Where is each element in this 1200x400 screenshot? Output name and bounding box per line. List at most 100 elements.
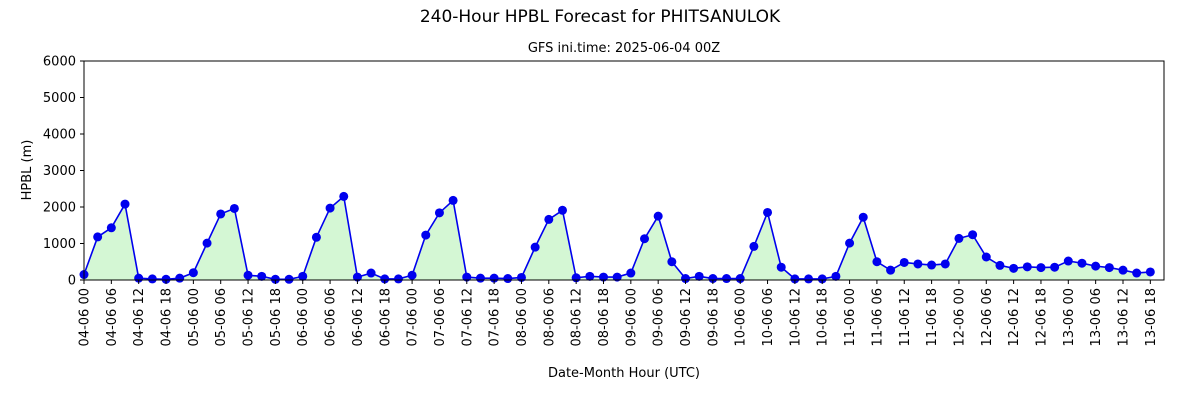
x-tick-label: 08-06 12 xyxy=(570,288,585,346)
data-point xyxy=(1063,256,1073,266)
data-point xyxy=(940,259,950,269)
data-point xyxy=(407,270,417,280)
data-point xyxy=(325,203,335,213)
data-point xyxy=(1104,263,1114,273)
x-tick-label: 11-06 18 xyxy=(925,288,940,346)
x-tick-label: 06-06 06 xyxy=(324,288,339,346)
x-tick-label: 09-06 00 xyxy=(624,288,639,346)
data-point xyxy=(475,273,485,283)
x-tick-label: 13-06 12 xyxy=(1116,288,1131,346)
data-point xyxy=(694,271,704,281)
data-point xyxy=(1091,261,1101,271)
chart-subtitle: GFS ini.time: 2025-06-04 00Z xyxy=(528,41,720,56)
x-tick-label: 12-06 06 xyxy=(980,288,995,346)
data-point xyxy=(216,209,226,219)
data-point xyxy=(421,230,431,240)
x-tick-label: 12-06 12 xyxy=(1007,288,1022,346)
data-point xyxy=(270,274,280,284)
x-tick-label: 04-06 00 xyxy=(78,288,93,346)
x-tick-label: 11-06 06 xyxy=(870,288,885,346)
data-point xyxy=(352,272,362,282)
x-tick-label: 07-06 06 xyxy=(433,288,448,346)
data-point xyxy=(763,207,773,217)
x-tick-label: 05-06 06 xyxy=(214,288,229,346)
x-tick-label: 09-06 12 xyxy=(679,288,694,346)
data-point xyxy=(1022,262,1032,272)
y-tick-label: 1000 xyxy=(43,237,76,252)
data-point xyxy=(1050,262,1060,272)
data-point xyxy=(544,214,554,224)
data-point xyxy=(858,212,868,222)
plot-area: 0 1000 2000 3000 4000 5000 6000 04-06 00 04-06 0… xyxy=(43,55,1165,346)
data-point xyxy=(790,274,800,284)
data-point xyxy=(202,238,212,248)
data-point xyxy=(257,271,267,281)
data-point xyxy=(886,265,896,275)
x-tick-label: 08-06 00 xyxy=(515,288,530,346)
x-tick-label: 07-06 18 xyxy=(488,288,503,346)
x-tick-label: 06-06 00 xyxy=(296,288,311,346)
x-tick-label: 11-06 12 xyxy=(898,288,913,346)
x-tick-label: 10-06 12 xyxy=(788,288,803,346)
data-point xyxy=(681,274,691,284)
data-point xyxy=(899,257,909,267)
x-tick-label: 04-06 18 xyxy=(160,288,175,346)
data-point xyxy=(598,272,608,282)
data-point xyxy=(298,271,308,281)
y-tick-label: 2000 xyxy=(43,201,76,216)
data-point xyxy=(913,259,923,269)
data-point xyxy=(161,274,171,284)
x-tick-label: 05-06 00 xyxy=(187,288,202,346)
y-tick-label: 0 xyxy=(68,274,76,289)
data-point xyxy=(667,257,677,267)
data-point xyxy=(749,241,759,251)
data-point xyxy=(557,205,567,215)
data-point xyxy=(147,274,157,284)
data-point xyxy=(653,211,663,221)
data-point xyxy=(434,208,444,218)
x-tick-label: 11-06 00 xyxy=(843,288,858,346)
x-tick-label: 13-06 18 xyxy=(1144,288,1159,346)
x-tick-label: 12-06 00 xyxy=(952,288,967,346)
x-tick-label: 06-06 12 xyxy=(351,288,366,346)
data-point xyxy=(640,234,650,244)
data-point xyxy=(995,260,1005,270)
x-tick-label: 13-06 00 xyxy=(1062,288,1077,346)
y-tick-label: 5000 xyxy=(43,91,76,106)
data-point xyxy=(981,252,991,262)
x-tick-label: 05-06 18 xyxy=(269,288,284,346)
x-tick-label: 13-06 06 xyxy=(1089,288,1104,346)
data-point xyxy=(106,223,116,233)
data-point xyxy=(1118,265,1128,275)
data-point xyxy=(380,274,390,284)
x-tick-label: 10-06 06 xyxy=(761,288,776,346)
x-tick-label: 12-06 18 xyxy=(1034,288,1049,346)
x-tick-label: 08-06 18 xyxy=(597,288,612,346)
data-point xyxy=(530,242,540,252)
x-tick-label: 05-06 12 xyxy=(242,288,257,346)
data-point xyxy=(284,274,294,284)
data-point xyxy=(1036,263,1046,273)
data-point xyxy=(927,260,937,270)
data-point xyxy=(311,232,321,242)
y-tick-label: 6000 xyxy=(43,55,76,70)
y-tick-label: 3000 xyxy=(43,164,76,179)
data-point xyxy=(804,274,814,284)
plot-frame xyxy=(83,60,1165,281)
x-tick-label: 04-06 12 xyxy=(132,288,147,346)
chart-title: 240-Hour HPBL Forecast for PHITSANULOK xyxy=(420,7,781,27)
data-point xyxy=(612,272,622,282)
data-point xyxy=(229,203,239,213)
data-point xyxy=(339,191,349,201)
data-point xyxy=(1145,267,1155,277)
x-tick-label: 09-06 06 xyxy=(652,288,667,346)
data-point xyxy=(585,271,595,281)
data-point xyxy=(626,268,636,278)
y-axis-label: HPBL (m) xyxy=(20,140,35,201)
data-point xyxy=(93,232,103,242)
data-point xyxy=(1009,263,1019,273)
data-point xyxy=(243,270,253,280)
data-point xyxy=(366,268,376,278)
data-point xyxy=(968,230,978,240)
